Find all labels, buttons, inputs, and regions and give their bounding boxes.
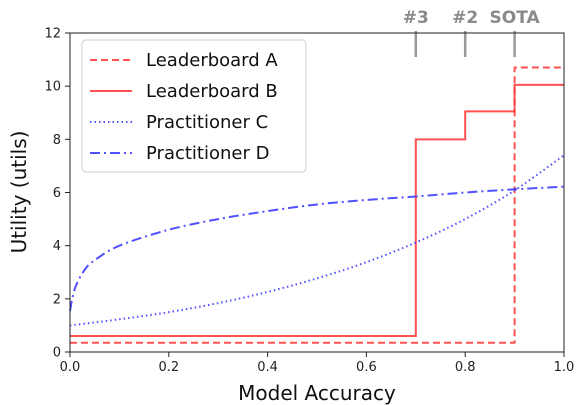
series-line-4 [69,185,565,312]
x-tick-label: 1.0 [554,360,575,375]
rank-marker-label: #3 [403,8,429,28]
y-tick-label: 2 [53,292,61,307]
y-axis-label: Utility (utils) [7,131,31,254]
x-tick-label: 0.2 [158,360,179,375]
x-tick-label: 0.4 [257,360,278,375]
x-axis-label: Model Accuracy [238,381,396,405]
y-tick-label: 6 [53,186,61,201]
series-line-2 [70,83,564,338]
series-line-3 [69,154,565,327]
x-tick-label: 0.0 [60,360,81,375]
legend-label: Practitioner C [146,112,268,133]
legend-label: Practitioner D [146,143,269,164]
axis-ticks: 0.0 0.2 0.4 0.6 0.8 1.0 0 2 4 6 8 10 12 [44,27,574,376]
rank-marker-label: #2 [452,8,478,28]
legend-box [81,39,307,173]
x-tick-label: 0.8 [455,360,476,375]
y-tick-label: 10 [44,80,61,95]
rank-marker-label: SOTA [490,8,541,28]
legend: Leaderboard A Leaderboard B Practitioner C… [81,39,307,173]
x-tick-label: 0.6 [356,360,377,375]
y-tick-label: 8 [53,133,61,148]
y-tick-label: 0 [53,346,61,361]
series-line-1 [70,66,564,344]
legend-label: Leaderboard B [146,81,278,102]
y-tick-label: 12 [44,27,61,42]
series-lines [69,66,565,344]
rank-markers: #3 #2 SOTA [403,8,541,57]
y-tick-label: 4 [53,239,61,254]
legend-label: Leaderboard A [146,50,278,71]
